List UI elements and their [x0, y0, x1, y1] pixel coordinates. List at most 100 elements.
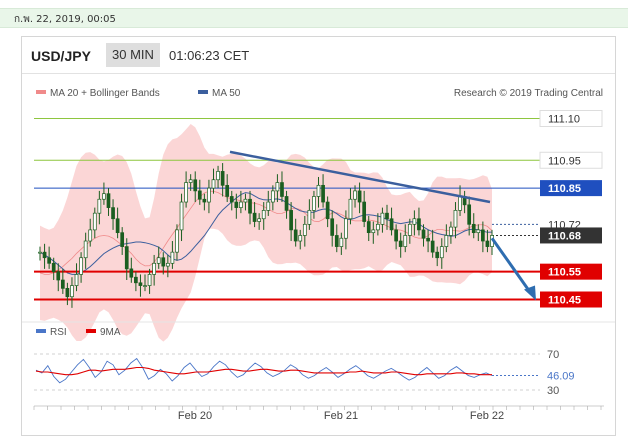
candle-body — [380, 212, 385, 225]
candle-body — [102, 193, 106, 200]
level-tag-text: 110.55 — [548, 267, 581, 279]
candle-body — [284, 196, 289, 211]
timeframe-badge[interactable]: 30 MIN — [106, 43, 160, 67]
candle-body — [106, 193, 111, 208]
candle-body — [47, 257, 51, 264]
candle-body — [394, 229, 398, 242]
candle-body — [357, 190, 362, 203]
level-tag-box — [539, 109, 603, 127]
candle-body — [467, 204, 472, 225]
candle-body — [83, 240, 88, 259]
date-banner: ก.พ. 22, 2019, 00:05 — [0, 8, 628, 28]
candle-body — [184, 182, 188, 203]
level-tag-110.55: 110.55 — [540, 263, 602, 280]
candle-body — [471, 223, 476, 234]
candle-body — [88, 229, 93, 242]
candle-body — [202, 198, 207, 203]
x-tick-feb-20: Feb 20 — [178, 410, 212, 422]
candle-body — [161, 257, 166, 267]
level-tag-text: 110.95 — [548, 155, 581, 167]
level-tag-110.95: 110.95 — [539, 151, 603, 169]
candle-body — [129, 268, 134, 278]
candle-body — [334, 235, 339, 247]
level-tag-text: 110.85 — [548, 183, 581, 195]
candle-body — [56, 271, 61, 281]
candle-body — [407, 223, 412, 236]
candle-body — [289, 210, 293, 231]
candle-body — [449, 226, 453, 236]
candle-body — [266, 201, 271, 211]
candle-body — [138, 282, 143, 286]
candle-body — [412, 218, 417, 225]
candle-body — [234, 201, 239, 208]
candle-body — [398, 240, 403, 247]
candle-body — [353, 190, 357, 200]
level-tag-111.10: 111.10 — [539, 109, 603, 127]
candle-body — [348, 198, 353, 220]
candle-body — [389, 218, 394, 231]
legend-swatch-rsi — [36, 329, 46, 333]
candle-body — [143, 285, 147, 287]
rsi-tick-70: 70 — [547, 349, 559, 361]
level-tag-text: 110.45 — [548, 295, 581, 307]
candle-body — [70, 285, 74, 298]
candle-body — [252, 212, 257, 222]
candle-body — [270, 190, 275, 203]
level-tag-box — [540, 291, 602, 308]
candle-body — [371, 229, 376, 234]
candle-body — [321, 184, 325, 203]
candle-body — [330, 218, 335, 236]
trendline — [229, 150, 491, 204]
candle-body — [444, 235, 449, 247]
candle-body — [79, 257, 83, 275]
legend-swatch-ma50 — [198, 90, 208, 94]
bollinger-band — [40, 124, 492, 342]
candle-body — [175, 229, 179, 253]
candle-body — [42, 251, 47, 259]
candle-body — [403, 235, 408, 247]
legend-swatch-9ma — [86, 329, 96, 333]
x-tick-feb-21: Feb 21 — [324, 410, 358, 422]
candle-body — [197, 190, 202, 200]
candle-body — [316, 184, 321, 197]
candle-body — [376, 223, 380, 231]
candle-body — [179, 201, 184, 231]
candle-body — [426, 237, 430, 242]
header-date: ก.พ. 22, 2019, 00:05 — [14, 14, 116, 25]
candle-body — [430, 240, 435, 253]
x-tick-feb-22: Feb 22 — [470, 410, 504, 422]
candle-body — [421, 229, 426, 239]
candle-body — [92, 212, 97, 231]
candle-body — [298, 235, 303, 242]
candle-body — [293, 229, 298, 242]
candle-body — [417, 218, 421, 231]
candle-body — [74, 274, 79, 286]
candle-body — [211, 179, 216, 189]
price-chart: MA 20 + Bollinger Bands MA 50 Research © 2… — [22, 88, 615, 422]
candle-body — [312, 196, 316, 211]
credit-label: Research © 2019 Trading Central — [454, 88, 603, 99]
legend-label-ma20: MA 20 + Bollinger Bands — [50, 88, 160, 99]
candle-body — [111, 207, 115, 220]
chart-panel: USD/JPY 30 MIN 01:06:23 CET MA 20 + Boll… — [21, 36, 616, 436]
candle-body — [51, 262, 56, 273]
legend-label-rsi: RSI — [50, 327, 67, 338]
candle-body — [458, 196, 462, 211]
rsi-tick-30: 30 — [547, 385, 559, 397]
legend-swatch-ma20 — [36, 90, 46, 94]
level-tag-text: 111.10 — [548, 113, 580, 125]
candle-body — [165, 262, 170, 267]
candle-body — [439, 246, 444, 259]
candle-body — [307, 210, 312, 225]
symbol-label: USD/JPY — [31, 48, 91, 64]
legend-label-9ma: 9MA — [100, 327, 121, 338]
candle-body — [481, 229, 485, 242]
candle-body — [280, 182, 284, 197]
candle-body — [485, 240, 490, 247]
candle-body — [220, 171, 225, 186]
candle-body — [115, 218, 120, 234]
legend-label-ma50: MA 50 — [212, 88, 241, 99]
ma50-line — [39, 192, 493, 275]
level-tag-box — [540, 263, 602, 280]
candle-body — [248, 198, 252, 214]
